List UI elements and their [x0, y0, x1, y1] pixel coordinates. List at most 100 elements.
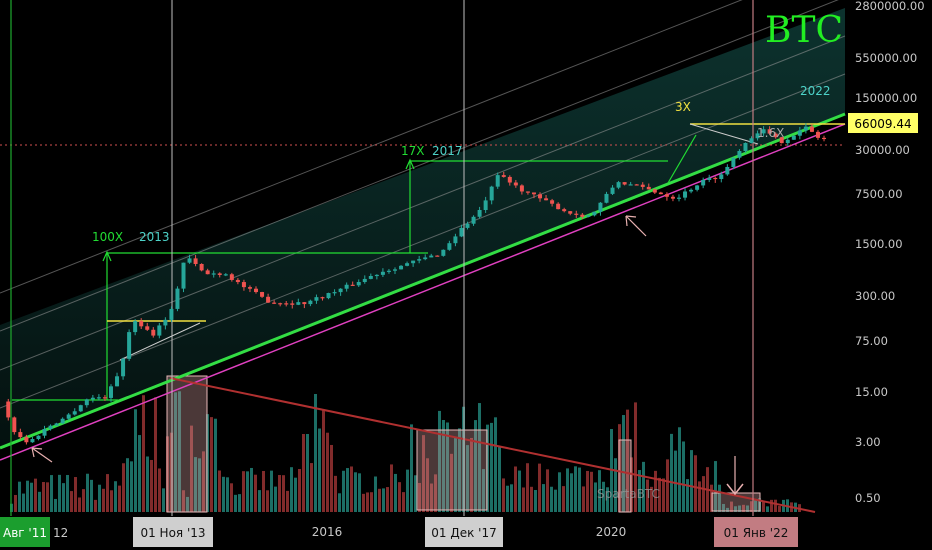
- volume-trendline: [169, 377, 816, 513]
- wedge-line: [119, 322, 201, 361]
- volume-bar: [210, 417, 213, 512]
- candle: [356, 282, 361, 286]
- volume-bar: [678, 427, 681, 512]
- price-tick-label: 1500.00: [855, 237, 903, 251]
- volume-bar: [530, 486, 533, 512]
- candle: [513, 182, 518, 186]
- volume-box: [618, 439, 632, 513]
- volume-bar: [662, 478, 665, 512]
- candle: [121, 358, 126, 377]
- candle: [314, 297, 319, 301]
- candle: [151, 329, 156, 336]
- volume-bar: [454, 438, 457, 512]
- volume-bar: [754, 499, 757, 512]
- volume-bar: [86, 473, 89, 512]
- volume-bar: [562, 486, 565, 512]
- candle: [72, 411, 77, 415]
- time-highlight-label: 01 Янв '22: [724, 526, 789, 540]
- volume-bar: [490, 422, 493, 512]
- candle: [604, 193, 609, 203]
- volume-bar: [510, 484, 513, 512]
- volume-bar: [386, 487, 389, 512]
- candle: [36, 435, 41, 440]
- volume-bar: [446, 422, 449, 512]
- candle: [797, 130, 802, 136]
- volume-bar: [694, 455, 697, 512]
- price-tick-label: 75.00: [855, 334, 888, 348]
- volume-bar: [274, 486, 277, 512]
- volume-bar: [522, 487, 525, 512]
- candle: [392, 269, 397, 271]
- volume-bar: [402, 492, 405, 512]
- candle: [66, 414, 71, 419]
- volume-bar: [234, 494, 237, 512]
- volume-bar: [442, 419, 445, 512]
- candle: [187, 258, 192, 263]
- candle: [477, 210, 482, 217]
- volume-bar: [346, 468, 349, 512]
- volume-bar: [46, 482, 49, 512]
- volume-bar: [690, 450, 693, 512]
- volume-bar: [450, 453, 453, 512]
- volume-bar: [50, 475, 53, 512]
- candle: [531, 192, 536, 195]
- volume-bar: [310, 463, 313, 512]
- candle: [266, 296, 271, 303]
- price-tick-label: 300.00: [855, 289, 895, 303]
- support-trendline: [0, 112, 846, 450]
- candle: [217, 273, 222, 275]
- chart-title: BTC: [765, 10, 843, 51]
- candle: [822, 137, 827, 140]
- volume-bar: [158, 468, 161, 512]
- candle: [713, 177, 718, 180]
- volume-bar: [714, 461, 717, 512]
- channel-line: [0, 0, 743, 294]
- candle: [181, 262, 186, 289]
- volume-bar: [250, 467, 253, 512]
- volume-bar: [34, 478, 37, 512]
- candle: [211, 273, 216, 275]
- volume-bar: [270, 470, 273, 512]
- volume-bar: [470, 437, 473, 512]
- time-tick-label: 2016: [312, 525, 343, 539]
- candle: [169, 308, 174, 320]
- time-highlight-box: [714, 517, 798, 547]
- volume-bar: [190, 425, 193, 512]
- candle: [102, 397, 107, 399]
- candle: [646, 186, 651, 190]
- price-tick-label: 30000.00: [855, 143, 910, 157]
- candle: [616, 182, 621, 188]
- candle: [550, 200, 555, 204]
- volume-bar: [374, 476, 377, 512]
- candle: [320, 297, 325, 299]
- cycle-vertical-lines: [10, 0, 754, 516]
- candle: [254, 288, 259, 293]
- candle: [229, 274, 234, 280]
- volume-bar: [674, 450, 677, 512]
- candle: [586, 215, 591, 217]
- volume-bar: [126, 458, 129, 512]
- time-axis[interactable]: 2016 2020 Авг '11 12 01 Ноя '13 01 Дек '17 01 …: [0, 517, 798, 547]
- candle: [544, 198, 549, 201]
- candle: [127, 332, 132, 359]
- candle: [731, 157, 736, 167]
- volume-bar: [494, 417, 497, 512]
- candle: [368, 275, 373, 279]
- volume-bar: [58, 474, 61, 512]
- volume-bar: [582, 486, 585, 512]
- wedge-line: [689, 123, 759, 145]
- volume-bar: [182, 490, 185, 512]
- price-tick-label: 15.00: [855, 385, 888, 399]
- candle: [495, 175, 500, 187]
- candle: [634, 184, 639, 186]
- channel-line: [0, 35, 846, 371]
- annotation-label: 3X: [675, 100, 691, 114]
- volume-bar: [18, 481, 21, 512]
- volume-bar: [26, 480, 29, 512]
- candle: [767, 129, 772, 134]
- channel-line: [0, 0, 839, 332]
- volume-bar: [74, 477, 77, 512]
- volume-bar: [262, 470, 265, 512]
- candle: [773, 133, 778, 138]
